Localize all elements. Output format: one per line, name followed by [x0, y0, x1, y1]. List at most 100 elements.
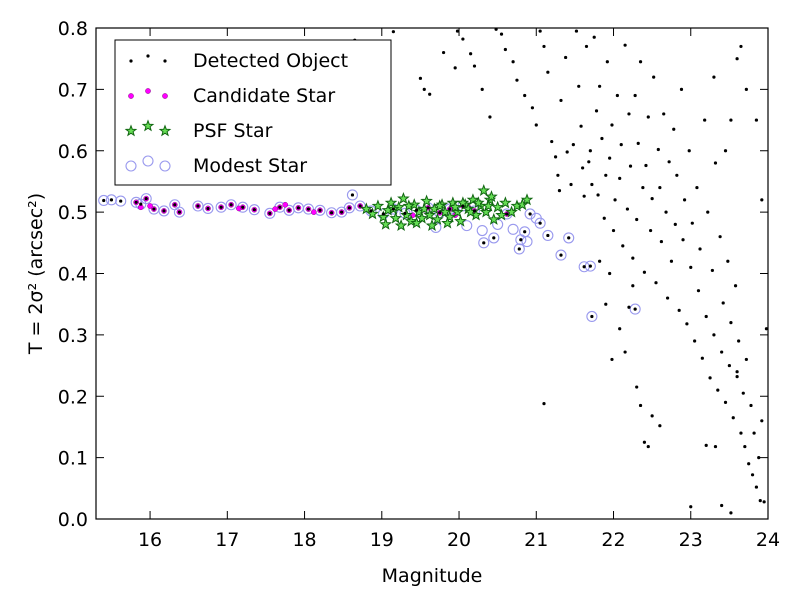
data-point	[757, 456, 761, 460]
data-point	[727, 363, 731, 368]
data-point	[571, 143, 575, 147]
data-point	[491, 200, 504, 213]
x-tick-label: 20	[447, 529, 471, 551]
data-point	[635, 217, 639, 222]
data-point	[642, 440, 647, 444]
data-point	[482, 199, 495, 212]
data-point	[519, 238, 523, 242]
data-point	[485, 190, 498, 203]
data-point	[476, 224, 488, 237]
data-point	[538, 29, 542, 33]
data-point	[524, 208, 536, 220]
data-point	[360, 202, 373, 215]
data-point	[402, 199, 416, 212]
data-point	[140, 193, 152, 205]
data-point	[658, 424, 662, 428]
data-point	[264, 207, 276, 219]
data-point	[752, 431, 756, 435]
data-point	[633, 307, 637, 311]
data-point	[625, 207, 630, 211]
data-point	[347, 206, 351, 210]
y-tick-label: 0.5	[58, 202, 88, 224]
data-point	[480, 87, 484, 91]
data-point	[404, 214, 418, 227]
data-point	[542, 229, 554, 241]
data-point	[646, 444, 650, 449]
data-point	[453, 66, 457, 70]
data-point	[729, 321, 733, 325]
data-point	[631, 284, 635, 288]
data-point	[241, 205, 245, 209]
data-point	[441, 50, 446, 55]
data-point	[582, 265, 586, 269]
data-point	[559, 98, 563, 103]
data-point	[708, 376, 712, 380]
data-point	[723, 400, 728, 404]
data-point	[343, 202, 355, 214]
data-point	[119, 199, 123, 203]
y-tick-label: 0.4	[58, 264, 88, 286]
data-point	[760, 198, 764, 202]
legend-marker	[159, 160, 171, 172]
data-point	[492, 236, 496, 240]
legend-marker	[125, 160, 137, 172]
data-point	[584, 44, 589, 49]
data-point	[287, 208, 291, 212]
data-point	[152, 207, 156, 211]
legend-marker	[158, 124, 172, 137]
data-point	[747, 462, 751, 466]
data-point	[713, 161, 718, 165]
data-point	[703, 118, 707, 122]
y-tick-label: 0.6	[58, 141, 88, 163]
legend-entry: Modest Star	[125, 155, 307, 177]
data-point	[296, 206, 300, 210]
data-point	[633, 93, 637, 98]
data-point	[564, 55, 568, 60]
x-tick-label: 18	[292, 529, 316, 551]
data-point	[641, 185, 645, 190]
data-point	[530, 212, 542, 224]
data-point	[102, 198, 106, 203]
data-point	[162, 209, 166, 213]
data-point	[196, 204, 200, 208]
data-point	[350, 193, 355, 197]
data-point	[618, 176, 622, 180]
data-point	[635, 385, 639, 389]
data-point	[619, 143, 623, 147]
data-point	[420, 194, 433, 207]
data-point	[743, 444, 747, 449]
data-point	[557, 189, 562, 193]
data-point	[720, 503, 724, 508]
legend: Detected Object Candidate Star PSF Star Mod…	[114, 39, 392, 186]
data-point	[665, 296, 670, 300]
data-point	[744, 87, 748, 91]
data-point	[523, 230, 527, 234]
data-point	[499, 32, 504, 36]
data-point	[559, 253, 563, 257]
data-point	[695, 185, 699, 190]
data-point	[358, 204, 362, 208]
x-tick-label: 17	[215, 529, 239, 551]
data-point	[173, 203, 177, 207]
data-point	[723, 149, 728, 153]
data-point	[192, 200, 204, 212]
data-point	[636, 141, 640, 145]
data-point	[346, 189, 358, 201]
data-point	[650, 414, 654, 418]
data-point	[706, 210, 710, 214]
data-point	[144, 197, 148, 201]
data-point	[202, 202, 214, 214]
data-point	[494, 28, 498, 31]
data-point	[569, 182, 573, 187]
data-point	[698, 247, 702, 251]
data-point	[477, 184, 491, 197]
data-point	[487, 212, 501, 225]
data-point	[479, 205, 493, 218]
legend-box	[114, 39, 392, 186]
data-point	[685, 322, 689, 326]
data-point	[613, 198, 617, 202]
data-point	[400, 208, 413, 221]
data-point	[379, 217, 392, 230]
data-point	[538, 221, 542, 225]
y-tick-label: 0.3	[58, 325, 88, 347]
